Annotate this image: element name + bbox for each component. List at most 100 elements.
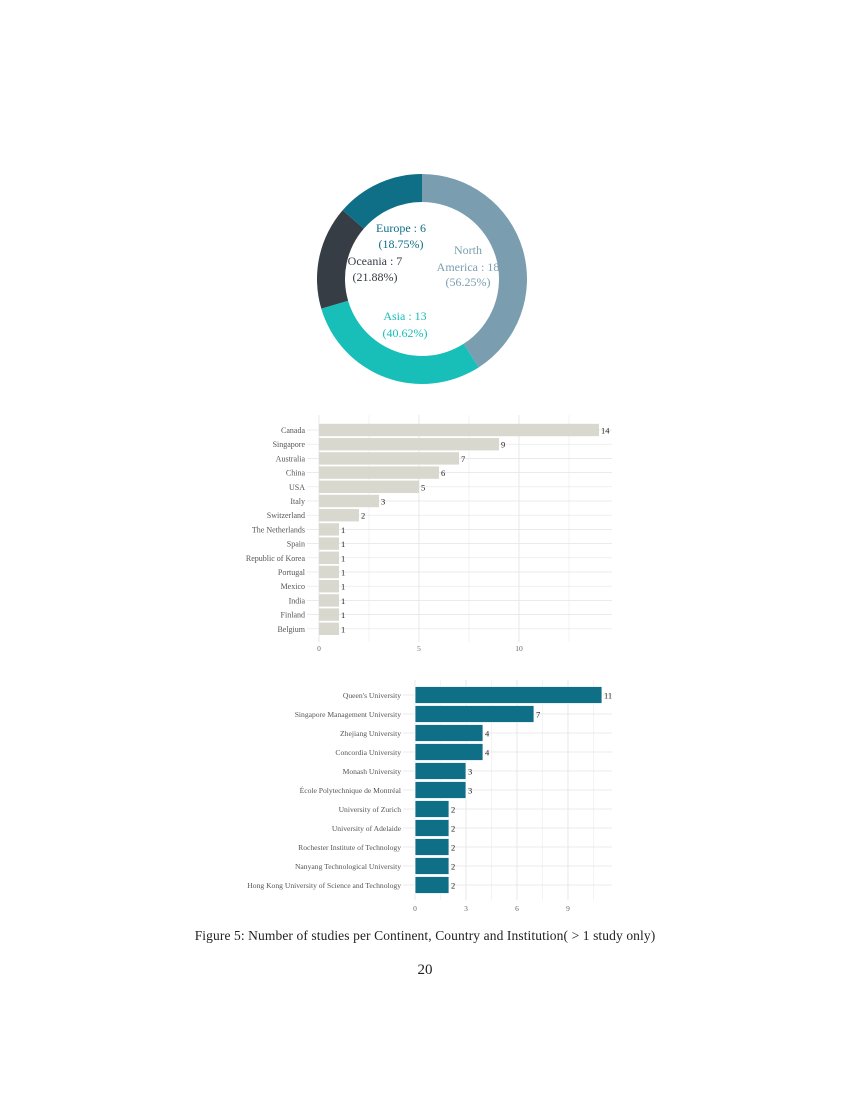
value-label: 3 (468, 786, 472, 796)
bar (319, 608, 339, 621)
x-tick-label: 3 (464, 904, 468, 913)
value-label: 6 (441, 468, 445, 478)
bar (319, 523, 339, 536)
value-label: 7 (461, 454, 465, 464)
institution-bar-chart: Queen's University 11 Singapore Management… (230, 675, 630, 920)
value-label: 1 (341, 596, 345, 606)
category-label: USA (289, 483, 305, 492)
bar (319, 565, 339, 579)
x-tick-label: 0 (413, 904, 417, 913)
value-label: 1 (341, 539, 345, 549)
donut-segment-asia (321, 300, 479, 384)
value-label: 2 (361, 511, 365, 521)
bar (319, 466, 439, 479)
bar (319, 438, 499, 451)
value-label: 7 (536, 710, 540, 720)
category-label: Spain (287, 540, 305, 549)
value-label: 2 (451, 862, 455, 872)
category-label: China (286, 469, 306, 478)
value-label: 3 (468, 767, 472, 777)
value-label: 11 (604, 691, 612, 701)
donut-segment-oceania (317, 210, 364, 309)
category-label: Canada (281, 426, 305, 435)
bar (319, 594, 339, 607)
category-label: Hong Kong University of Science and Tech… (247, 881, 401, 890)
value-label: 4 (485, 748, 490, 758)
donut-label-north-america: North America : 18 (56.25%) (437, 243, 500, 289)
donut-label-europe: Europe : 6 (18.75%) (376, 221, 426, 251)
category-label: Queen's University (343, 691, 401, 700)
value-label: 9 (501, 440, 505, 450)
category-label: University of Adelaide (332, 824, 402, 833)
x-tick-label: 10 (515, 644, 523, 653)
category-label: Singapore Management University (295, 710, 401, 719)
bar (414, 705, 535, 723)
bar (414, 857, 450, 875)
bar (319, 580, 339, 593)
figure-caption: Figure 5: Number of studies per Continen… (194, 928, 656, 943)
bar (414, 724, 484, 742)
value-label: 4 (485, 729, 490, 739)
donut-label-oceania: Oceania : 7 (21.88%) (348, 254, 403, 284)
bar (414, 762, 467, 780)
bar (319, 537, 339, 550)
value-label: 14 (601, 426, 610, 436)
category-label: Rochester Institute of Technology (298, 843, 401, 852)
bar (319, 494, 379, 508)
bar (319, 452, 459, 465)
value-label: 1 (341, 568, 345, 578)
category-label: Nanyang Technological University (295, 862, 401, 871)
value-label: 2 (451, 843, 455, 853)
category-label: Monash University (343, 767, 402, 776)
category-label: Singapore (273, 440, 306, 449)
x-tick-label: 6 (515, 904, 519, 913)
value-label: 2 (451, 824, 455, 834)
donut-segment-north-america (422, 174, 527, 368)
x-tick-label: 0 (317, 644, 321, 653)
bar (414, 800, 450, 818)
category-label: Italy (290, 497, 305, 506)
institution-bar-svg: Queen's University 11 Singapore Management… (247, 680, 612, 913)
value-label: 1 (341, 525, 345, 535)
bar (414, 781, 467, 799)
bar (319, 622, 339, 635)
category-label: The Netherlands (252, 525, 305, 534)
continent-donut-chart: North America : 18 (56.25%) Asia : 13 (40.62… (300, 160, 550, 400)
category-label: India (289, 596, 306, 605)
category-label: Portugal (278, 568, 306, 577)
category-label: Belgium (277, 625, 305, 634)
value-label: 1 (341, 610, 345, 620)
bar (319, 423, 599, 437)
donut-svg: North America : 18 (56.25%) Asia : 13 (40.62… (317, 174, 527, 384)
bar (414, 838, 450, 856)
bar (319, 509, 359, 522)
x-tick-label: 9 (566, 904, 570, 913)
bar (319, 551, 339, 564)
donut-segment-europe (342, 174, 422, 229)
bar (414, 743, 484, 761)
category-label: Mexico (281, 582, 305, 591)
value-label: 5 (421, 482, 425, 492)
donut-label-asia: Asia : 13 (40.62%) (383, 309, 428, 340)
category-label: Zhejiang University (340, 729, 401, 738)
category-label: Australia (276, 454, 306, 463)
country-bar-chart: Canada 14 Singapore 9 Australia 7 China 6 USA 5 It… (230, 410, 630, 660)
value-label: 2 (451, 805, 455, 815)
category-label: Concordia University (335, 748, 401, 757)
page-number: 20 (417, 962, 433, 978)
category-label: University of Zurich (339, 805, 402, 814)
bar (414, 686, 603, 704)
category-label: Switzerland (267, 511, 305, 520)
category-label: Finland (281, 611, 305, 620)
value-label: 3 (381, 497, 385, 507)
country-bar-svg: Canada 14 Singapore 9 Australia 7 China 6 USA 5 It… (246, 415, 612, 653)
value-label: 2 (451, 881, 455, 891)
category-label: Republic of Korea (246, 554, 306, 563)
bar (319, 480, 419, 493)
bar (414, 819, 450, 837)
value-label: 1 (341, 553, 345, 563)
bar (414, 876, 450, 894)
x-tick-label: 5 (417, 644, 421, 653)
value-label: 1 (341, 624, 345, 634)
category-label: École Polytechnique de Montréal (300, 785, 401, 795)
